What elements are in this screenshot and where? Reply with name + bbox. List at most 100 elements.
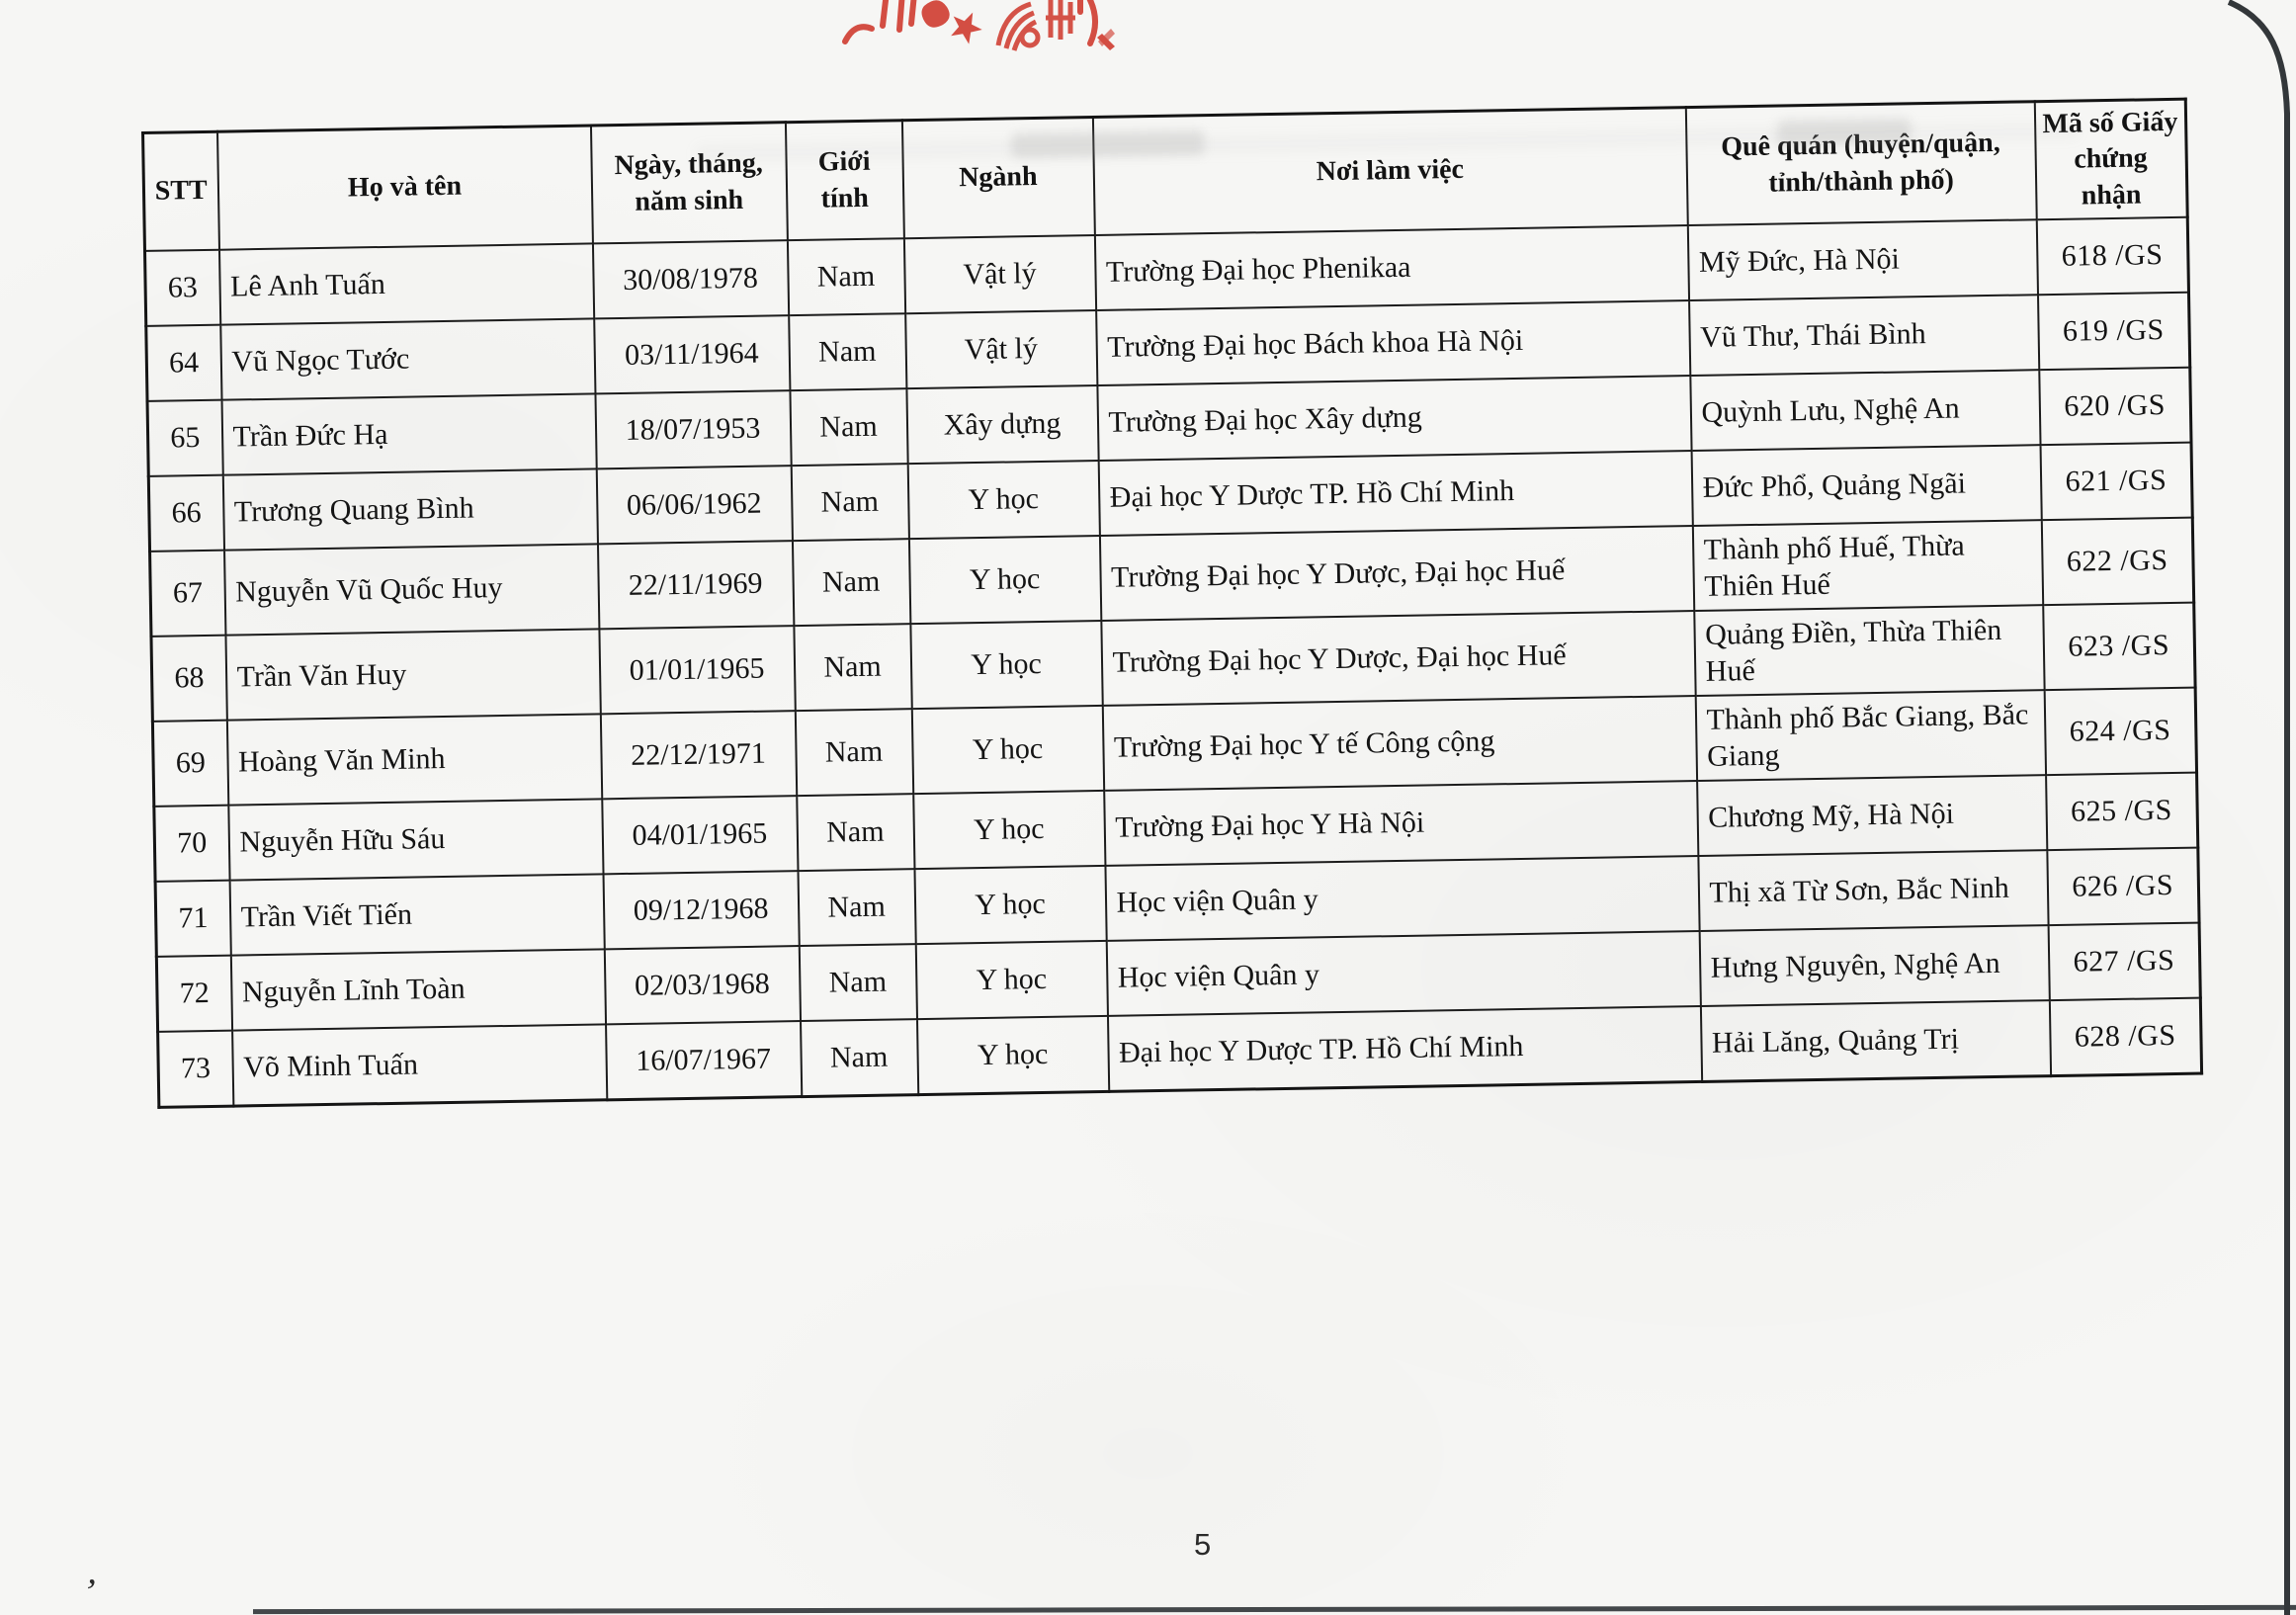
cell-cert: 628 /GS [2049, 997, 2202, 1076]
cell-name: Trần Văn Huy [224, 629, 601, 721]
cell-cert: 624 /GS [2044, 687, 2197, 776]
cell-stt: 70 [153, 805, 230, 883]
cell-gender: Nam [792, 539, 910, 627]
cell-stt: 64 [145, 324, 222, 402]
cell-dob: 22/12/1971 [600, 711, 797, 800]
cell-field: Vật lý [903, 235, 1096, 314]
cell-gender: Nam [800, 1019, 918, 1097]
cell-hometown: Hải Lăng, Quảng Trị [1700, 1000, 2051, 1082]
cell-workplace: Đại học Y Dược TP. Hồ Chí Minh [1107, 1006, 1702, 1092]
cell-cert: 618 /GS [2036, 216, 2189, 296]
cell-gender: Nam [799, 944, 917, 1022]
cell-dob: 01/01/1965 [598, 626, 796, 715]
cell-stt: 66 [148, 474, 224, 552]
column-header-workplace: Nơi làm việc [1092, 107, 1688, 236]
cell-stt: 69 [152, 720, 228, 808]
cell-workplace: Học viện Quân y [1106, 931, 1701, 1017]
cell-hometown: Quỳnh Lưu, Nghệ An [1689, 370, 2041, 452]
column-header-dob: Ngày, tháng, năm sinh [590, 122, 788, 244]
cell-stt: 72 [156, 955, 232, 1033]
column-header-hometown: Quê quán (huyện/quận, tỉnh/thành phố) [1685, 101, 2037, 226]
cell-name: Nguyễn Lĩnh Toàn [230, 949, 606, 1031]
cell-stt: 71 [155, 880, 231, 958]
cell-dob: 09/12/1968 [603, 871, 800, 950]
cell-dob: 22/11/1969 [597, 541, 794, 630]
cell-cert: 620 /GS [2038, 367, 2192, 446]
cell-field: Y học [909, 621, 1103, 710]
cell-name: Nguyễn Hữu Sáu [227, 799, 604, 881]
cell-hometown: Mỹ Đức, Hà Nội [1687, 219, 2038, 301]
column-header-stt: STT [142, 131, 219, 252]
cell-name: Trần Đức Hạ [221, 393, 597, 475]
cell-dob: 04/01/1965 [601, 796, 798, 875]
cell-cert: 619 /GS [2037, 292, 2190, 371]
cell-hometown: Quảng Điền, Thừa Thiên Huế [1693, 605, 2045, 697]
column-header-cert: Mã số Giấy chứng nhận [2034, 99, 2188, 220]
cell-name: Võ Minh Tuấn [231, 1024, 607, 1106]
cell-workplace: Trường Đại học Y Dược, Đại học Huế [1099, 526, 1694, 622]
table-sheet: STT Họ và tên Ngày, tháng, năm sinh Giới… [141, 97, 2204, 1109]
cell-workplace: Trường Đại học Xây dựng [1096, 376, 1692, 462]
cell-name: Hoàng Văn Minh [226, 714, 602, 806]
cell-cert: 621 /GS [2040, 442, 2193, 521]
cell-name: Trần Viết Tiến [229, 874, 605, 956]
cell-field: Y học [912, 791, 1105, 870]
certificates-table: STT Họ và tên Ngày, tháng, năm sinh Giới… [141, 97, 2204, 1109]
cell-cert: 623 /GS [2042, 602, 2196, 691]
cell-workplace: Trường Đại học Y tế Công cộng [1102, 696, 1697, 792]
cell-gender: Nam [789, 388, 908, 467]
cell-gender: Nam [793, 624, 912, 712]
cell-name: Vũ Ngọc Tước [219, 318, 595, 400]
cell-field: Y học [907, 461, 1100, 540]
cell-name: Lê Anh Tuấn [218, 243, 594, 325]
cell-dob: 30/08/1978 [592, 240, 789, 319]
column-header-name: Họ và tên [216, 125, 593, 250]
ink-speck: , [86, 1550, 102, 1593]
cell-dob: 03/11/1964 [593, 315, 790, 394]
cell-field: Y học [911, 706, 1104, 795]
scan-edge-right [2227, 0, 2290, 1615]
cell-workplace: Trường Đại học Phenikaa [1094, 225, 1689, 311]
cell-stt: 73 [157, 1030, 233, 1108]
cell-dob: 02/03/1968 [604, 946, 801, 1025]
cell-hometown: Thị xã Từ Sơn, Bắc Ninh [1697, 850, 2049, 932]
cell-name: Trương Quang Bình [222, 468, 598, 551]
cell-cert: 622 /GS [2041, 517, 2194, 606]
red-seal-stamp-icon [842, 0, 1115, 51]
cell-stt: 63 [144, 249, 220, 327]
cell-dob: 18/07/1953 [594, 390, 792, 469]
cell-field: Vật lý [904, 310, 1097, 389]
cell-stt: 67 [149, 550, 225, 638]
cell-cert: 627 /GS [2048, 922, 2201, 1001]
scan-edge-bottom [252, 1604, 2296, 1615]
column-header-field: Ngành [901, 117, 1095, 239]
cell-hometown: Vũ Thư, Thái Bình [1688, 295, 2039, 377]
cell-hometown: Chương Mỹ, Hà Nội [1696, 775, 2047, 857]
cell-field: Y học [915, 941, 1108, 1020]
cell-stt: 65 [147, 399, 223, 477]
cell-workplace: Trường Đại học Y Hà Nội [1103, 781, 1698, 867]
page-number: 5 [1194, 1527, 1212, 1562]
cell-gender: Nam [797, 869, 916, 947]
cell-workplace: Học viện Quân y [1104, 856, 1700, 942]
cell-hometown: Thành phố Huế, Thừa Thiên Huế [1692, 520, 2043, 612]
cell-name: Nguyễn Vũ Quốc Huy [223, 544, 599, 636]
cell-hometown: Thành phố Bắc Giang, Bắc Giang [1695, 690, 2046, 782]
cell-stt: 68 [150, 635, 227, 722]
cell-workplace: Trường Đại học Bách khoa Hà Nội [1095, 300, 1690, 386]
cell-workplace: Đại học Y Dược TP. Hồ Chí Minh [1098, 451, 1693, 537]
cell-hometown: Hưng Nguyên, Nghệ An [1699, 925, 2050, 1007]
cell-gender: Nam [796, 794, 914, 872]
cell-dob: 16/07/1967 [605, 1021, 802, 1100]
cell-field: Y học [913, 866, 1107, 945]
cell-cert: 625 /GS [2045, 772, 2198, 851]
cell-field: Y học [916, 1016, 1109, 1095]
cell-field: Y học [908, 536, 1101, 625]
cell-gender: Nam [791, 464, 909, 542]
cell-gender: Nam [787, 238, 905, 316]
cell-dob: 06/06/1962 [596, 466, 793, 545]
cell-cert: 626 /GS [2046, 847, 2200, 926]
cell-workplace: Trường Đại học Y Dược, Đại học Huế [1100, 611, 1696, 707]
cell-hometown: Đức Phổ, Quảng Ngãi [1691, 445, 2042, 527]
